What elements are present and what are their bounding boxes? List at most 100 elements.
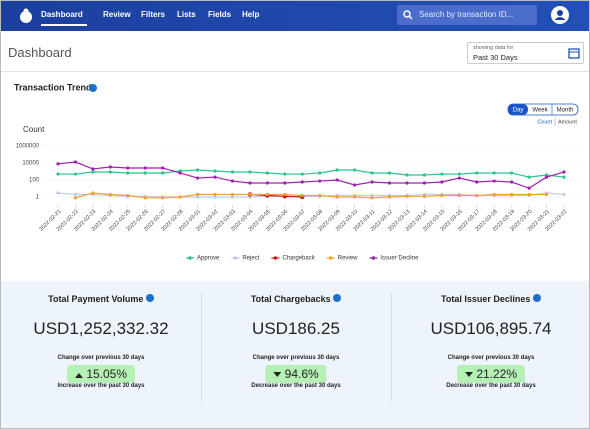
data-point <box>265 181 269 185</box>
trend-chart: Transaction Trend Day Week Month Count A… <box>14 82 579 262</box>
data-point <box>195 168 200 172</box>
data-point <box>230 195 235 199</box>
data-point <box>213 169 217 173</box>
legend-label: Chargeback <box>282 256 315 262</box>
data-point <box>318 179 322 183</box>
data-point <box>195 176 200 180</box>
data-point <box>283 172 287 176</box>
data-point <box>405 173 409 177</box>
avatar[interactable] <box>550 5 570 25</box>
data-point <box>387 195 392 199</box>
range-active <box>508 104 528 115</box>
data-point <box>230 170 235 174</box>
legend-swatch <box>328 256 333 260</box>
divider <box>1 71 589 72</box>
data-point <box>527 192 531 197</box>
kpi-value: USD106,895.74 <box>430 319 552 338</box>
nav-item[interactable]: Review <box>103 10 131 19</box>
legend-swatch <box>371 256 376 260</box>
data-point <box>370 171 374 175</box>
data-point <box>318 171 322 175</box>
info-icon <box>333 294 342 302</box>
data-point <box>143 166 147 170</box>
range-button[interactable]: Day <box>513 108 524 114</box>
data-point <box>492 192 496 197</box>
legend-label: Reject <box>242 256 259 262</box>
data-point <box>195 192 200 197</box>
legend-swatch <box>188 256 192 260</box>
series-line <box>57 161 565 189</box>
nav-item[interactable]: Dashboard <box>41 10 83 19</box>
data-point <box>143 171 147 175</box>
data-point <box>422 173 427 177</box>
nav-item[interactable]: Help <box>242 10 260 19</box>
nav-bar: Dashboard Review Filters Lists Fields He… <box>1 1 589 31</box>
data-point <box>73 196 78 200</box>
data-point <box>387 181 392 185</box>
data-point <box>475 171 479 175</box>
legend-label: Issuer Decline <box>380 256 419 262</box>
data-point <box>440 172 444 176</box>
nav-item[interactable]: Fields <box>208 10 232 19</box>
search-placeholder: Search by transaction ID... <box>419 10 514 19</box>
data-point <box>405 194 409 198</box>
data-point <box>370 193 374 198</box>
kpi-change-label: Change over previous 30 days <box>447 355 535 361</box>
kpi-title-text: Total Chargebacks <box>250 294 331 304</box>
info-icon <box>89 84 97 92</box>
data-point <box>91 167 95 171</box>
metric-toggle[interactable]: Count <box>537 119 552 125</box>
data-point <box>91 170 95 174</box>
data-point <box>56 191 60 195</box>
nav-item[interactable]: Filters <box>141 10 166 19</box>
data-point <box>108 170 112 174</box>
data-point <box>353 195 357 199</box>
data-point <box>161 196 165 200</box>
data-point <box>562 192 566 197</box>
data-point <box>161 171 165 175</box>
data-point <box>195 195 200 199</box>
data-point <box>126 193 130 198</box>
page-title: Dashboard <box>8 45 72 60</box>
data-point <box>56 172 60 176</box>
data-point <box>108 165 112 169</box>
metric-toggle[interactable]: Amount <box>558 119 577 125</box>
data-point <box>510 192 514 197</box>
data-point <box>492 179 496 183</box>
nav-item[interactable]: Lists <box>177 10 196 19</box>
kpi-badge: 21.22% <box>456 365 526 383</box>
y-tick-label: 1 <box>36 195 40 201</box>
data-point <box>335 178 339 182</box>
divider <box>391 293 392 401</box>
kpi-section <box>1 281 589 428</box>
arrow-down <box>273 372 282 377</box>
range-button[interactable]: Month <box>557 108 574 114</box>
data-point <box>562 170 566 174</box>
data-point <box>544 175 549 179</box>
kpi-card: Total Issuer Declines USD106,895.74 Chan… <box>393 281 589 428</box>
data-point <box>510 180 514 184</box>
legend-label: Approve <box>197 256 220 262</box>
arrow-down <box>464 372 473 377</box>
kpi-value: USD186.25 <box>252 319 340 338</box>
kpi-change-label: Change over previous 30 days <box>57 355 145 361</box>
date-filter-label: showing data for <box>473 45 514 51</box>
data-point <box>213 175 217 179</box>
data-point <box>300 172 304 176</box>
data-point <box>56 162 60 166</box>
range-button[interactable]: Week <box>532 108 548 114</box>
data-point <box>544 192 549 197</box>
data-point <box>248 181 252 185</box>
kpi-change: 21.22% <box>476 367 518 381</box>
date-filter[interactable]: showing data for Past 30 Days <box>467 42 584 64</box>
data-point <box>108 192 112 197</box>
kpi-badge: 94.6% <box>265 365 327 383</box>
kpi-note: Decrease over the past 30 days <box>251 383 341 389</box>
data-point <box>300 193 304 198</box>
data-point <box>457 176 461 180</box>
logo <box>20 8 32 23</box>
data-point <box>73 172 78 176</box>
kpi-value: USD1,252,332.32 <box>33 319 169 338</box>
search-box[interactable]: Search by transaction ID... <box>397 5 537 25</box>
